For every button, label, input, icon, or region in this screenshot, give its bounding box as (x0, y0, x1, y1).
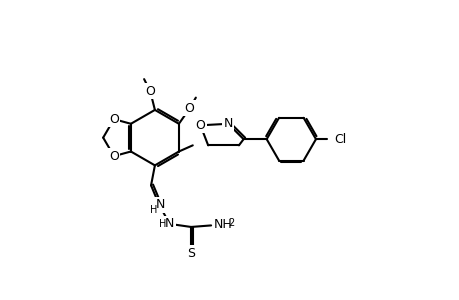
Text: H: H (149, 205, 157, 215)
Text: N: N (164, 218, 174, 230)
Text: O: O (109, 150, 118, 163)
Text: O: O (145, 85, 155, 98)
Text: H: H (158, 219, 166, 229)
Text: O: O (195, 119, 205, 132)
Text: Cl: Cl (334, 133, 346, 146)
Text: NH: NH (214, 218, 232, 231)
Text: 2: 2 (228, 218, 234, 228)
Text: O: O (185, 102, 194, 115)
Text: O: O (109, 113, 118, 126)
Text: S: S (187, 247, 195, 260)
Text: N: N (155, 198, 165, 211)
Text: N: N (223, 117, 232, 130)
